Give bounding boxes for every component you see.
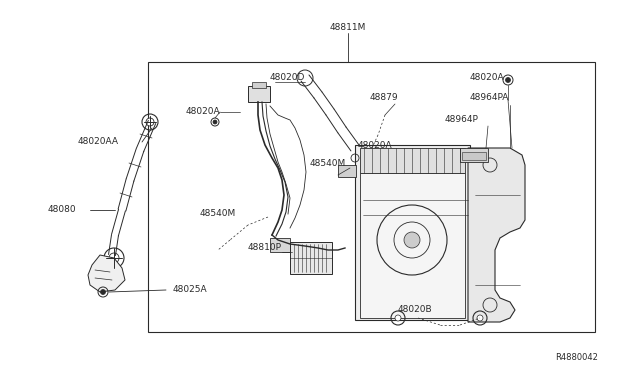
Text: 48810P: 48810P [248, 244, 282, 253]
Text: 48964PA: 48964PA [470, 93, 509, 103]
Circle shape [213, 120, 217, 124]
Text: 48540M: 48540M [310, 158, 346, 167]
Text: 48540M: 48540M [200, 208, 236, 218]
Text: 48020D: 48020D [270, 74, 305, 83]
Bar [290, 242, 332, 274]
Bar [148, 62, 595, 332]
Circle shape [404, 232, 420, 248]
Text: R4880042: R4880042 [555, 353, 598, 362]
Polygon shape [468, 148, 525, 322]
Polygon shape [88, 255, 125, 292]
Circle shape [100, 289, 106, 295]
Bar [248, 86, 270, 102]
Bar [355, 145, 470, 320]
Bar [252, 82, 266, 88]
Text: 48025A: 48025A [173, 285, 207, 295]
Circle shape [395, 315, 401, 321]
Text: 48020B: 48020B [398, 305, 433, 314]
Circle shape [477, 315, 483, 321]
Text: 48811M: 48811M [330, 23, 366, 32]
Bar [462, 152, 486, 160]
Bar [360, 173, 465, 318]
Circle shape [109, 253, 119, 263]
Circle shape [146, 118, 154, 126]
Bar [270, 238, 290, 252]
Text: 48020A: 48020A [470, 74, 504, 83]
Text: 48020A: 48020A [186, 108, 221, 116]
Text: 48080: 48080 [48, 205, 77, 215]
Bar [360, 148, 465, 173]
Text: 48020AA: 48020AA [78, 138, 119, 147]
Bar [460, 148, 488, 162]
Text: 48964P: 48964P [445, 115, 479, 125]
Text: 48020A: 48020A [358, 141, 392, 151]
Text: 48879: 48879 [370, 93, 399, 103]
Circle shape [506, 77, 511, 83]
Bar [338, 165, 356, 177]
